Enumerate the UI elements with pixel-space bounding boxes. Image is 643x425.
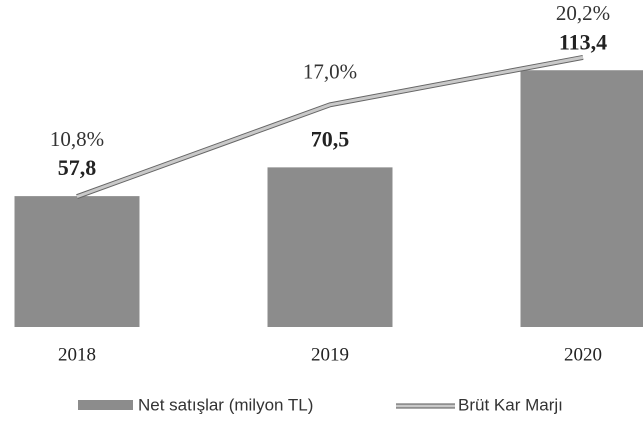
bar-value-label: 113,4: [559, 29, 607, 54]
x-tick-label: 2019: [311, 344, 349, 365]
line-value-label: 17,0%: [303, 60, 357, 84]
legend-label: Net satışlar (milyon TL): [138, 395, 313, 414]
legend: Net satışlar (milyon TL) Brüt Kar Marjı: [78, 395, 563, 414]
x-tick-label: 2018: [58, 344, 96, 365]
x-tick-label: 2020: [564, 344, 602, 365]
bar: [520, 70, 643, 327]
line: [76, 55, 584, 199]
line-value-label: 20,2%: [556, 1, 610, 25]
bar-value-label: 57,8: [58, 155, 97, 180]
bar-value-label: 70,5: [311, 126, 350, 151]
legend-swatch-bar: [78, 400, 133, 410]
legend-label: Brüt Kar Marjı: [458, 395, 563, 414]
bar: [14, 196, 140, 327]
line-value-label: 10,8%: [50, 127, 104, 151]
bar: [267, 167, 393, 327]
